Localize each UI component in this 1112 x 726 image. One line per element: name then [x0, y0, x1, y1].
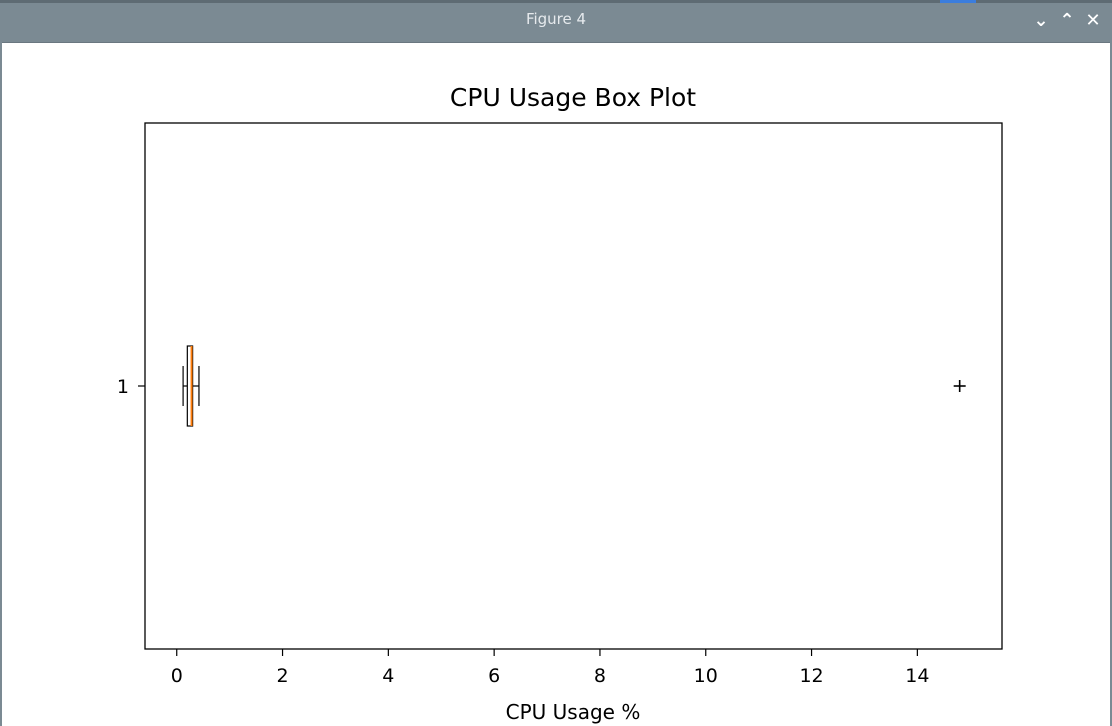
minimize-icon[interactable]: ⌄	[1033, 10, 1049, 31]
x-tick-label: 4	[382, 665, 394, 687]
maximize-icon[interactable]: ⌃	[1059, 10, 1075, 31]
titlebar-accent	[940, 0, 976, 3]
plot-area-frame	[144, 122, 1003, 650]
window-frame-left	[0, 42, 2, 726]
x-tick-label: 8	[594, 665, 606, 687]
box-iqr	[186, 345, 194, 427]
window-frame-right	[1110, 42, 1112, 726]
close-icon[interactable]: ✕	[1085, 10, 1101, 31]
chart-title: CPU Usage Box Plot	[450, 83, 696, 112]
y-tick-label: 1	[117, 376, 129, 398]
x-tick-label: 10	[694, 665, 718, 687]
x-tick-label: 12	[799, 665, 823, 687]
x-tick-label: 2	[276, 665, 288, 687]
x-tick-label: 0	[171, 665, 183, 687]
x-axis: 0 2 4 6 8 10 12 14	[171, 649, 929, 687]
x-axis-label: CPU Usage %	[506, 700, 641, 724]
window-titlebar: Figure 4 ⌄ ⌃ ✕	[0, 0, 1112, 43]
x-tick-label: 6	[488, 665, 500, 687]
y-axis: 1	[117, 376, 145, 398]
outlier-point	[953, 380, 966, 392]
titlebar-top-strip	[0, 0, 1112, 3]
window-title: Figure 4	[525, 10, 587, 28]
box-plot-group	[182, 345, 966, 427]
x-tick-label: 14	[905, 665, 929, 687]
